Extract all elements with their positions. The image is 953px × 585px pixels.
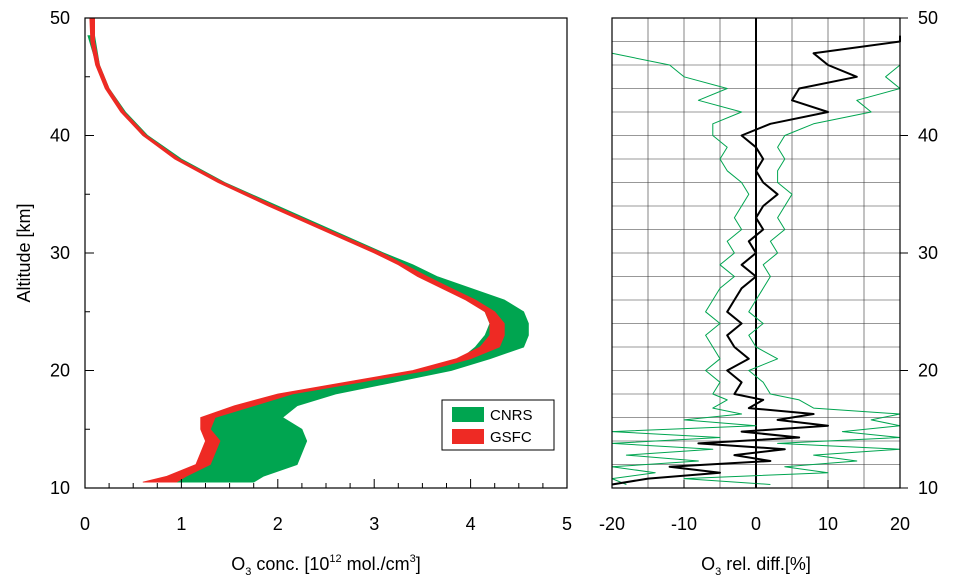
x-tick-label: -10 <box>671 514 697 534</box>
legend: CNRS GSFC <box>441 399 555 451</box>
right-xlabel-sub: 3 <box>715 566 721 578</box>
y-tick-label: 50 <box>50 8 70 28</box>
line-lower-bound <box>611 35 757 485</box>
line-mean <box>611 35 901 486</box>
left-xlabel-mid2: mol./cm <box>342 554 410 574</box>
left-x-axis-label: O3 conc. [1012 mol./cm3] <box>231 553 421 578</box>
left-xlabel-sub: 3 <box>245 566 251 578</box>
legend-label-gsfc: GSFC <box>490 429 532 446</box>
x-tick-label: 3 <box>369 514 379 534</box>
right-xlabel-end: rel. diff.[%] <box>721 554 811 574</box>
legend-swatch-cnrs <box>452 407 484 422</box>
left-ticks: 0 1 2 3 4 5 10 20 30 40 50 <box>50 8 572 534</box>
y-tick-label: 20 <box>50 361 70 381</box>
x-tick-label: 20 <box>890 514 910 534</box>
y-axis-label: Altitude [km] <box>14 203 34 302</box>
left-xlabel-o: O <box>231 554 245 574</box>
right-series-group <box>611 35 901 486</box>
x-tick-label: 10 <box>818 514 838 534</box>
x-tick-label: 4 <box>466 514 476 534</box>
y-tick-label-right: 50 <box>918 8 938 28</box>
y-tick-label-right: 20 <box>918 361 938 381</box>
x-tick-label: 1 <box>176 514 186 534</box>
y-tick-label: 30 <box>50 243 70 263</box>
left-xlabel-sup2: 3 <box>410 553 416 565</box>
x-tick-label: -20 <box>599 514 625 534</box>
y-tick-label: 10 <box>50 478 70 498</box>
y-tick-label-right: 30 <box>918 243 938 263</box>
left-xlabel-mid: conc. [10 <box>251 554 329 574</box>
left-xlabel-sup1: 12 <box>329 553 341 565</box>
right-xlabel-o: O <box>701 554 715 574</box>
x-tick-label: 0 <box>751 514 761 534</box>
right-x-axis-label: O3 rel. diff.[%] <box>701 554 811 578</box>
x-tick-label: 0 <box>80 514 90 534</box>
right-panel: -20 -10 0 10 20 10 20 30 40 50 O3 rel. diff.[%] <box>599 8 938 578</box>
legend-swatch-gsfc <box>452 429 484 444</box>
legend-label-cnrs: CNRS <box>490 407 533 424</box>
x-tick-label: 5 <box>562 514 572 534</box>
y-tick-label-right: 10 <box>918 478 938 498</box>
y-tick-label: 40 <box>50 126 70 146</box>
x-tick-label: 2 <box>273 514 283 534</box>
left-xlabel-end: ] <box>416 554 421 574</box>
right-ticks: -20 -10 0 10 20 10 20 30 40 50 <box>599 8 938 534</box>
line-upper-bound <box>683 35 901 485</box>
y-tick-label-right: 40 <box>918 126 938 146</box>
